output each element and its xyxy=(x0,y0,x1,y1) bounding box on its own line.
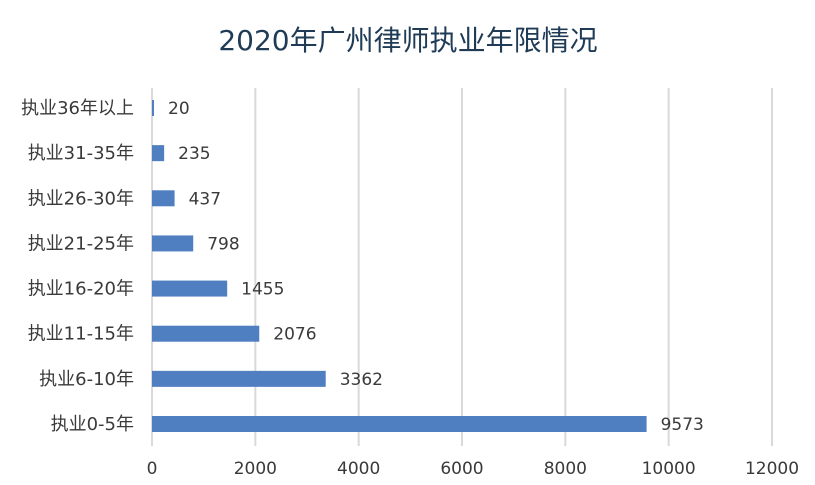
data-label: 1455 xyxy=(241,280,284,300)
bars xyxy=(152,100,647,432)
data-label: 9573 xyxy=(661,415,704,435)
bar xyxy=(152,416,647,432)
gridlines xyxy=(151,88,773,446)
category-label: 执业26-30年 xyxy=(28,188,134,209)
bar xyxy=(152,370,326,387)
category-label: 执业16-20年 xyxy=(28,279,134,300)
x-tick-label: 4000 xyxy=(337,459,380,479)
data-label: 2076 xyxy=(273,325,316,345)
bar xyxy=(152,145,165,162)
bar xyxy=(152,100,154,116)
category-label: 执业11-15年 xyxy=(28,324,134,345)
x-tick-label: 0 xyxy=(147,459,158,479)
x-tick-label: 12000 xyxy=(745,459,799,479)
x-tick-label: 2000 xyxy=(234,459,277,479)
x-tick-label: 8000 xyxy=(544,459,587,479)
x-tick-label: 10000 xyxy=(642,459,696,479)
bar xyxy=(152,325,260,342)
category-label: 执业6-10年 xyxy=(39,369,134,390)
category-label: 执业21-25年 xyxy=(28,233,134,254)
bar xyxy=(152,235,194,252)
chart-title: 2020年广州律师执业年限情况 xyxy=(218,24,597,57)
data-labels: 20 235 437 798 1455 2076 3362 9573 xyxy=(168,99,704,435)
category-label: 执业31-35年 xyxy=(28,143,134,164)
data-label: 235 xyxy=(178,144,210,164)
x-axis-ticks: 0 2000 4000 6000 8000 10000 12000 xyxy=(147,459,799,479)
data-label: 437 xyxy=(189,189,221,209)
x-tick-label: 6000 xyxy=(440,459,483,479)
data-label: 20 xyxy=(168,99,190,119)
category-labels: 执业36年以上执业31-35年执业26-30年执业21-25年执业16-20年执… xyxy=(21,98,134,435)
category-label: 执业36年以上 xyxy=(21,98,134,119)
data-label: 3362 xyxy=(340,370,383,390)
bar xyxy=(152,190,175,207)
category-label: 执业0-5年 xyxy=(51,414,134,435)
bar xyxy=(152,280,228,297)
data-label: 798 xyxy=(207,234,239,254)
